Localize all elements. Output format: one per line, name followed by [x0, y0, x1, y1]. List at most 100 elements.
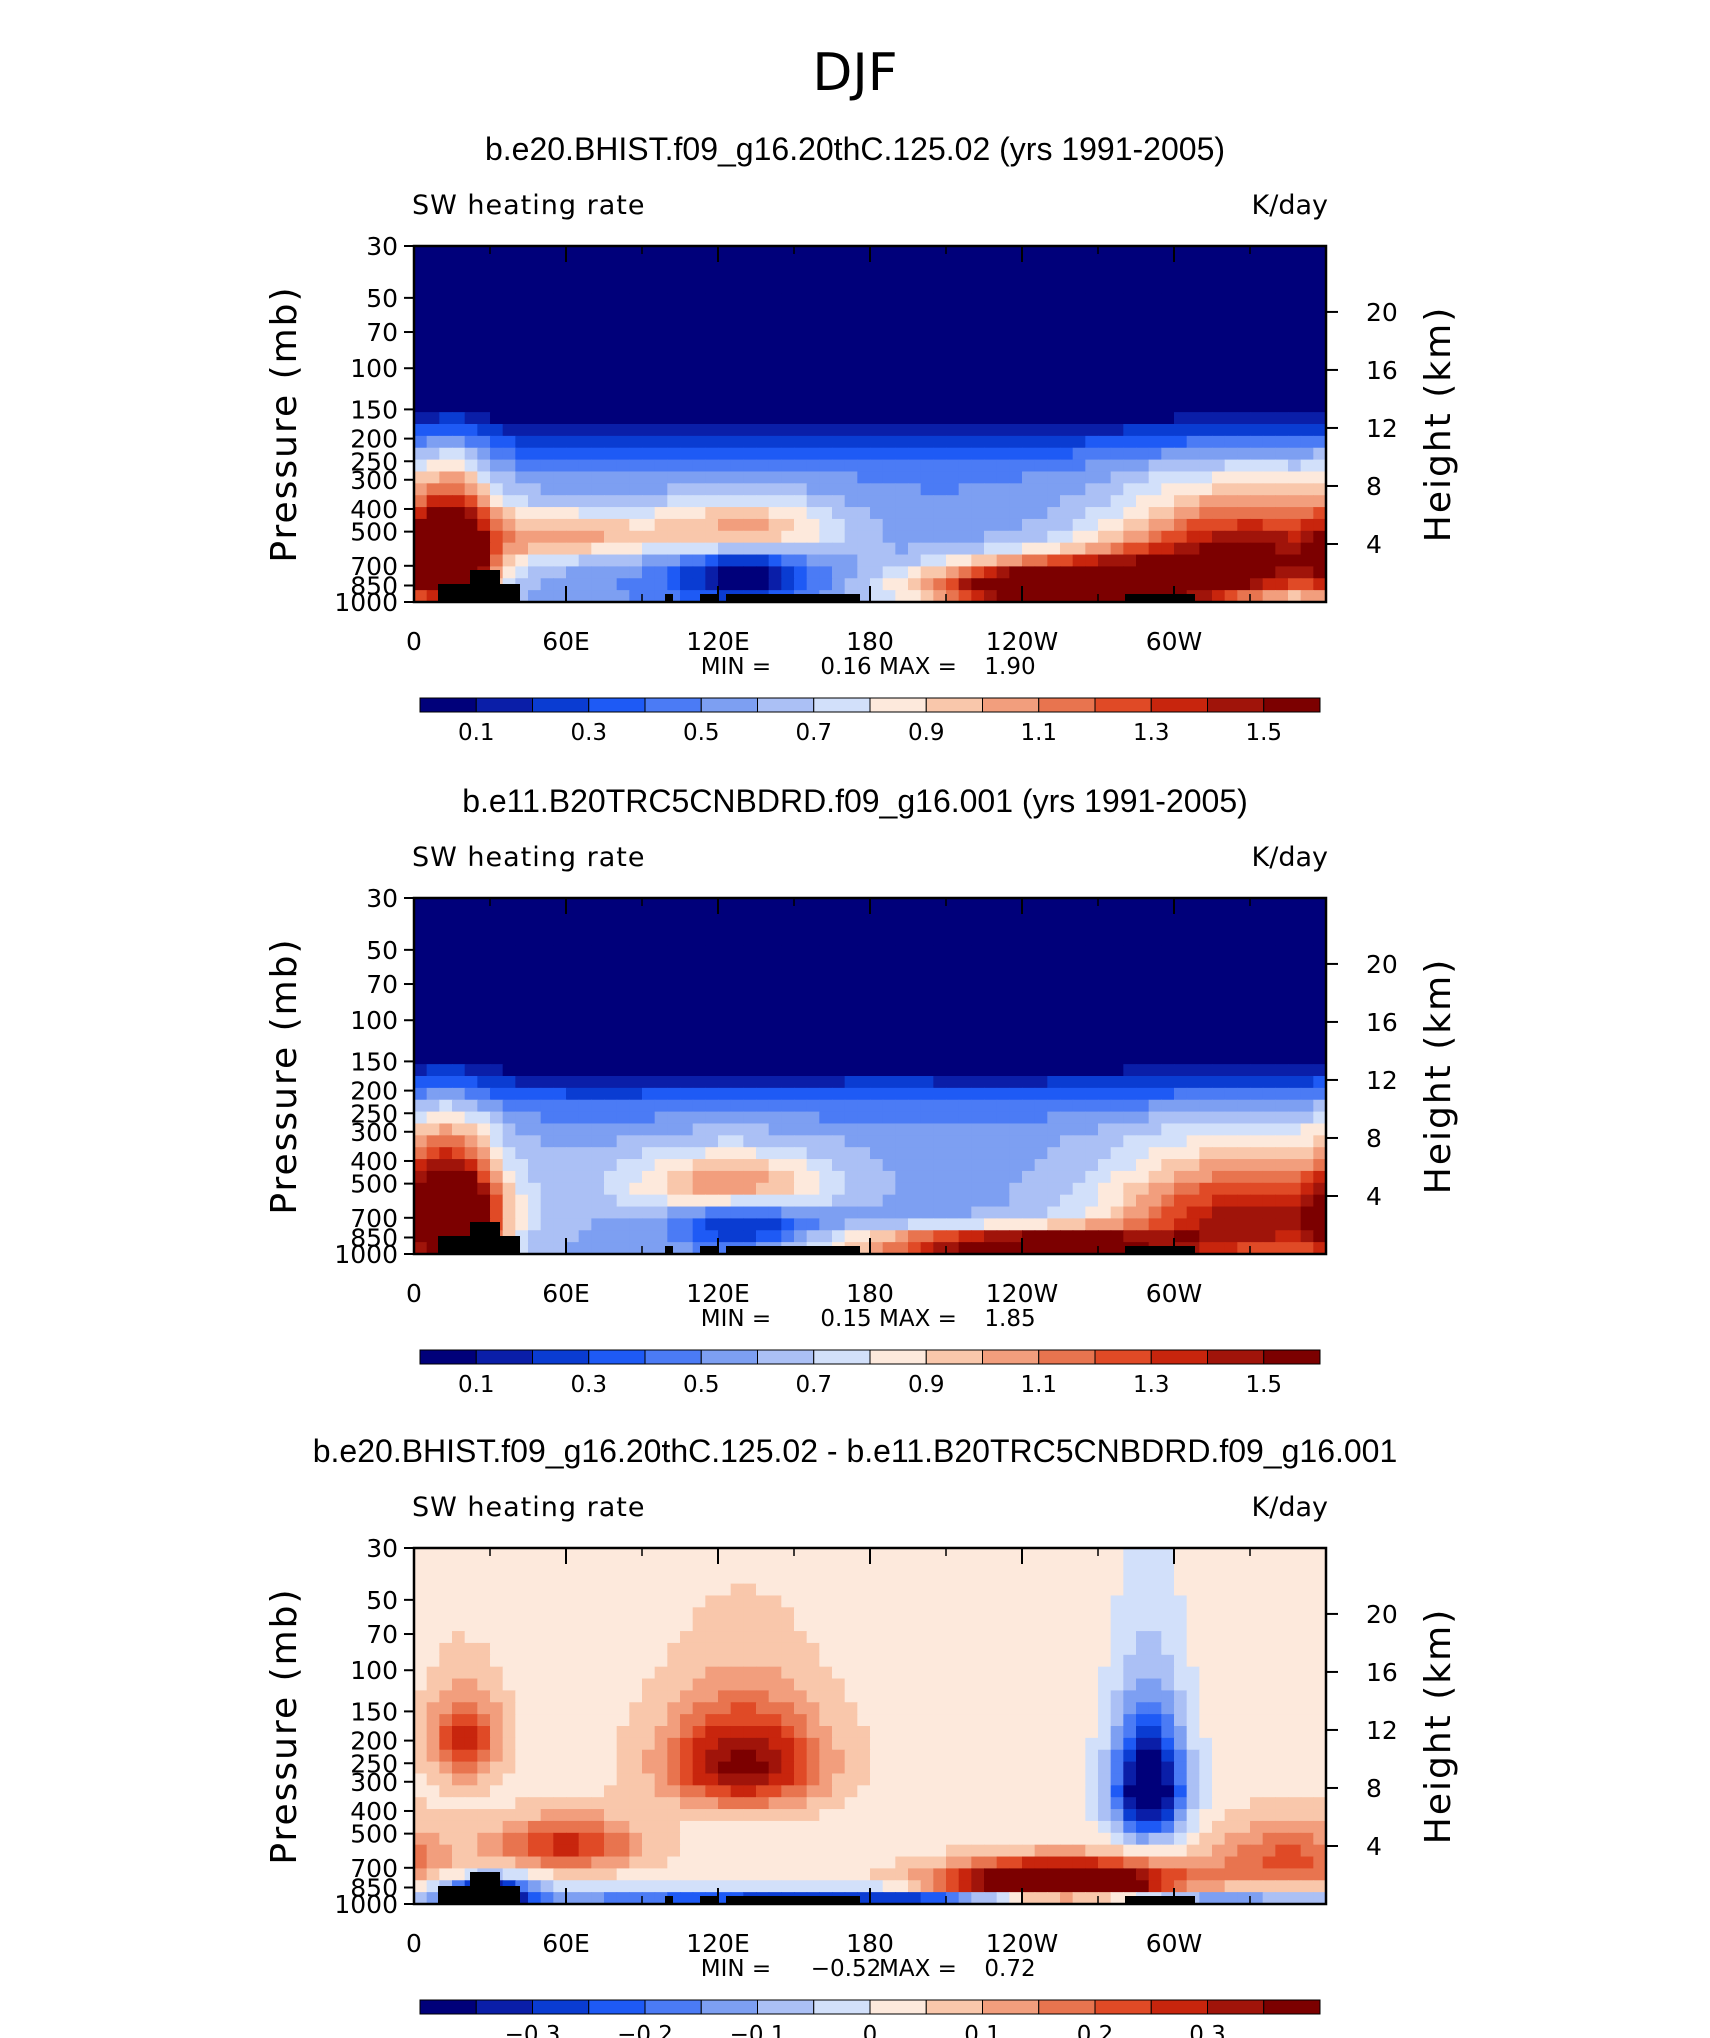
- height-tick-label: 8: [1366, 472, 1382, 501]
- y-right-axis-title: Height (km): [1418, 1608, 1459, 1844]
- x-tick-label: 120W: [986, 1929, 1058, 1958]
- pressure-tick-label: 250: [350, 1099, 398, 1128]
- chart-panel-1: b.e20.BHIST.f09_g16.20thC.125.02 (yrs 19…: [264, 131, 1459, 746]
- pressure-tick-label: 200: [350, 425, 398, 454]
- height-tick-label: 8: [1366, 1124, 1382, 1153]
- colorbar-label: 0.5: [683, 1372, 720, 1398]
- stat-max-label: MAX =: [879, 654, 957, 680]
- pressure-tick-label: 1000: [334, 1890, 398, 1919]
- stat-min-value: −0.52: [811, 1956, 881, 1982]
- figure-title: DJF: [812, 43, 897, 103]
- pressure-tick-label: 500: [350, 1820, 398, 1849]
- chart-panel-3: b.e20.BHIST.f09_g16.20thC.125.02 - b.e11…: [264, 1433, 1459, 2038]
- stat-min-label: MIN =: [701, 654, 771, 680]
- pressure-tick-label: 100: [350, 1006, 398, 1035]
- colorbar: −0.3 −0.2 −0.1 0 0.1 0.2 0.3: [419, 1999, 1321, 2038]
- height-tick-label: 12: [1366, 1716, 1398, 1745]
- colorbar-label: 0.3: [570, 1372, 607, 1398]
- pressure-tick-label: 30: [366, 232, 398, 261]
- x-tick-label: 120W: [986, 627, 1058, 656]
- colorbar-label: 0.1: [458, 1372, 495, 1398]
- pressure-tick-label: 100: [350, 354, 398, 383]
- pressure-tick-label: 500: [350, 1170, 398, 1199]
- colorbar: 0.1 0.3 0.5 0.7 0.9 1.1 1.3 1.5: [419, 697, 1321, 746]
- stat-min-label: MIN =: [701, 1306, 771, 1332]
- height-tick-label: 16: [1366, 1658, 1398, 1687]
- colorbar-label: 0.2: [1077, 2022, 1114, 2038]
- panel-title: b.e20.BHIST.f09_g16.20thC.125.02 (yrs 19…: [485, 131, 1225, 167]
- pressure-tick-label: 400: [350, 1797, 398, 1826]
- colorbar-label: 0.9: [908, 1372, 945, 1398]
- pressure-tick-label: 30: [366, 884, 398, 913]
- colorbar-label: 1.5: [1245, 720, 1282, 746]
- pressure-tick-label: 50: [366, 1586, 398, 1615]
- stat-max-label: MAX =: [879, 1956, 957, 1982]
- colorbar-label: −0.2: [617, 2022, 673, 2038]
- y-axis-title: Pressure (mb): [264, 937, 305, 1214]
- colorbar-label: 0: [863, 2022, 878, 2038]
- pressure-tick-label: 500: [350, 518, 398, 547]
- stat-min-value: 0.15: [820, 1306, 871, 1332]
- height-tick-label: 20: [1366, 950, 1398, 979]
- stat-max-value: 0.72: [984, 1956, 1035, 1982]
- colorbar-label: −0.3: [505, 2022, 561, 2038]
- colorbar-label: 0.3: [1189, 2022, 1226, 2038]
- pressure-tick-label: 400: [350, 495, 398, 524]
- pressure-tick-label: 300: [350, 1768, 398, 1797]
- colorbar-label: 0.1: [458, 720, 495, 746]
- height-tick-label: 20: [1366, 298, 1398, 327]
- colorbar-label: 1.1: [1020, 720, 1057, 746]
- x-tick-label: 60E: [542, 627, 590, 656]
- pressure-tick-label: 200: [350, 1727, 398, 1756]
- panel-title: b.e20.BHIST.f09_g16.20thC.125.02 - b.e11…: [313, 1433, 1398, 1469]
- chart-panel-2: b.e11.B20TRC5CNBDRD.f09_g16.001 (yrs 199…: [264, 783, 1459, 1398]
- pressure-tick-label: 30: [366, 1534, 398, 1563]
- colorbar-label: 1.3: [1133, 1372, 1170, 1398]
- pressure-tick-label: 1000: [334, 588, 398, 617]
- pressure-tick-label: 50: [366, 284, 398, 313]
- topography: [438, 1222, 1195, 1254]
- x-tick-label: 120W: [986, 1279, 1058, 1308]
- y-right-axis-title: Height (km): [1418, 958, 1459, 1194]
- stat-max-value: 1.90: [984, 654, 1035, 680]
- x-tick-label: 60W: [1146, 1279, 1203, 1308]
- height-tick-label: 8: [1366, 1774, 1382, 1803]
- field-cells: [414, 1548, 1327, 1905]
- colorbar: 0.1 0.3 0.5 0.7 0.9 1.1 1.3 1.5: [419, 1349, 1321, 1398]
- colorbar-label: 0.7: [795, 1372, 832, 1398]
- stat-max-value: 1.85: [984, 1306, 1035, 1332]
- colorbar-label: 1.3: [1133, 720, 1170, 746]
- pressure-tick-label: 300: [350, 466, 398, 495]
- height-tick-label: 20: [1366, 1600, 1398, 1629]
- pressure-tick-label: 700: [350, 1204, 398, 1233]
- pressure-tick-label: 50: [366, 936, 398, 965]
- pressure-tick-label: 200: [350, 1077, 398, 1106]
- y-axis-title: Pressure (mb): [264, 285, 305, 562]
- y-axis-title: Pressure (mb): [264, 1587, 305, 1864]
- field-cells: [414, 246, 1327, 603]
- pressure-tick-label: 850: [350, 572, 398, 601]
- pressure-tick-label: 100: [350, 1656, 398, 1685]
- pressure-tick-label: 70: [366, 318, 398, 347]
- height-tick-label: 16: [1366, 356, 1398, 385]
- y-right-axis-title: Height (km): [1418, 306, 1459, 542]
- pressure-tick-label: 150: [350, 1697, 398, 1726]
- x-tick-label: 60W: [1146, 1929, 1203, 1958]
- pressure-tick-label: 700: [350, 552, 398, 581]
- x-tick-label: 60E: [542, 1929, 590, 1958]
- stat-min-value: 0.16: [820, 654, 871, 680]
- pressure-tick-label: 250: [350, 1749, 398, 1778]
- colorbar-label: 0.9: [908, 720, 945, 746]
- x-tick-label: 120E: [686, 1279, 750, 1308]
- topography: [438, 1872, 1195, 1904]
- pressure-tick-label: 150: [350, 395, 398, 424]
- colorbar-label: 0.1: [964, 2022, 1001, 2038]
- left-string: SW heating rate: [412, 842, 645, 873]
- pressure-tick-label: 300: [350, 1118, 398, 1147]
- units-label: K/day: [1252, 190, 1328, 221]
- x-tick-label: 60W: [1146, 627, 1203, 656]
- height-tick-label: 4: [1366, 530, 1382, 559]
- height-tick-label: 4: [1366, 1832, 1382, 1861]
- pressure-tick-label: 150: [350, 1047, 398, 1076]
